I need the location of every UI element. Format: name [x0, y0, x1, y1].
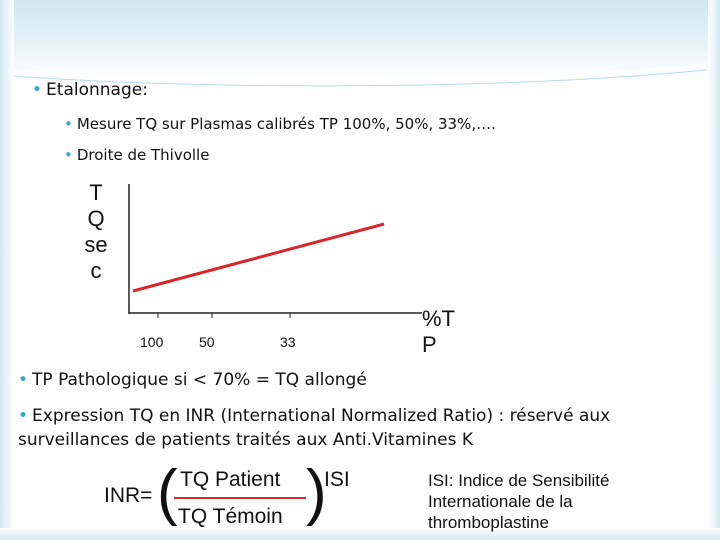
bullet-text: Droite de Thivolle	[76, 146, 210, 164]
bullet-dot-icon: •	[64, 115, 73, 133]
slide-bottom-frame	[0, 528, 720, 540]
x-label-line: P	[422, 332, 437, 357]
bullet-text: Expression TQ en INR (International Norm…	[32, 406, 611, 426]
bullet-dot-icon: •	[18, 406, 29, 426]
formula-exponent: ISI	[324, 468, 350, 491]
chart-y-axis-label: T Q se c	[76, 180, 116, 284]
bullet-etalonnage: • Etalonnage:	[32, 80, 148, 100]
bullet-text-continued: surveillances de patients traités aux An…	[18, 430, 473, 450]
slide-decor-curve	[13, 63, 707, 87]
slide-top-frame	[0, 0, 720, 80]
chart-x-axis-label: %T P	[422, 306, 455, 358]
y-label-line: T	[89, 180, 103, 205]
bullet-droite: • Droite de Thivolle	[64, 146, 209, 164]
slide-left-frame	[0, 0, 14, 540]
formula-denominator: TQ Témoin	[178, 505, 283, 528]
thivolle-line	[132, 222, 385, 293]
bullet-text: Etalonnage:	[46, 80, 148, 100]
isi-definition: ISI: Indice de Sensibilité International…	[428, 470, 609, 533]
bullet-expression: • Expression TQ en INR (International Nor…	[18, 404, 610, 452]
bullet-text: TP Pathologique si < 70% = TQ allongé	[32, 370, 367, 390]
x-tick-label: 50	[199, 334, 215, 350]
bullet-dot-icon: •	[64, 146, 73, 164]
formula-close-paren: )	[306, 458, 327, 527]
isi-line: thromboplastine	[428, 513, 549, 532]
isi-line: ISI: Indice de Sensibilité	[428, 471, 610, 490]
formula-fraction-bar	[174, 497, 306, 499]
x-label-line: %T	[422, 306, 455, 331]
bullet-dot-icon: •	[32, 80, 43, 100]
bullet-text: Mesure TQ sur Plasmas calibrés TP 100%, …	[76, 115, 496, 133]
bullet-mesure: • Mesure TQ sur Plasmas calibrés TP 100%,…	[64, 115, 496, 133]
formula-lhs: INR=	[104, 484, 153, 507]
slide-right-frame	[708, 0, 720, 540]
bullet-pathologique: • TP Pathologique si < 70% = TQ allongé	[18, 370, 367, 390]
x-tick-label: 33	[280, 334, 296, 350]
y-label-line: se	[84, 232, 108, 257]
bullet-dot-icon: •	[18, 370, 29, 390]
x-tick-label: 100	[140, 334, 164, 350]
y-label-line: c	[90, 258, 102, 283]
y-label-line: Q	[87, 206, 105, 231]
isi-line: Internationale de la	[428, 492, 573, 511]
formula-open-paren: (	[157, 458, 178, 527]
formula-numerator: TQ Patient	[180, 468, 281, 491]
